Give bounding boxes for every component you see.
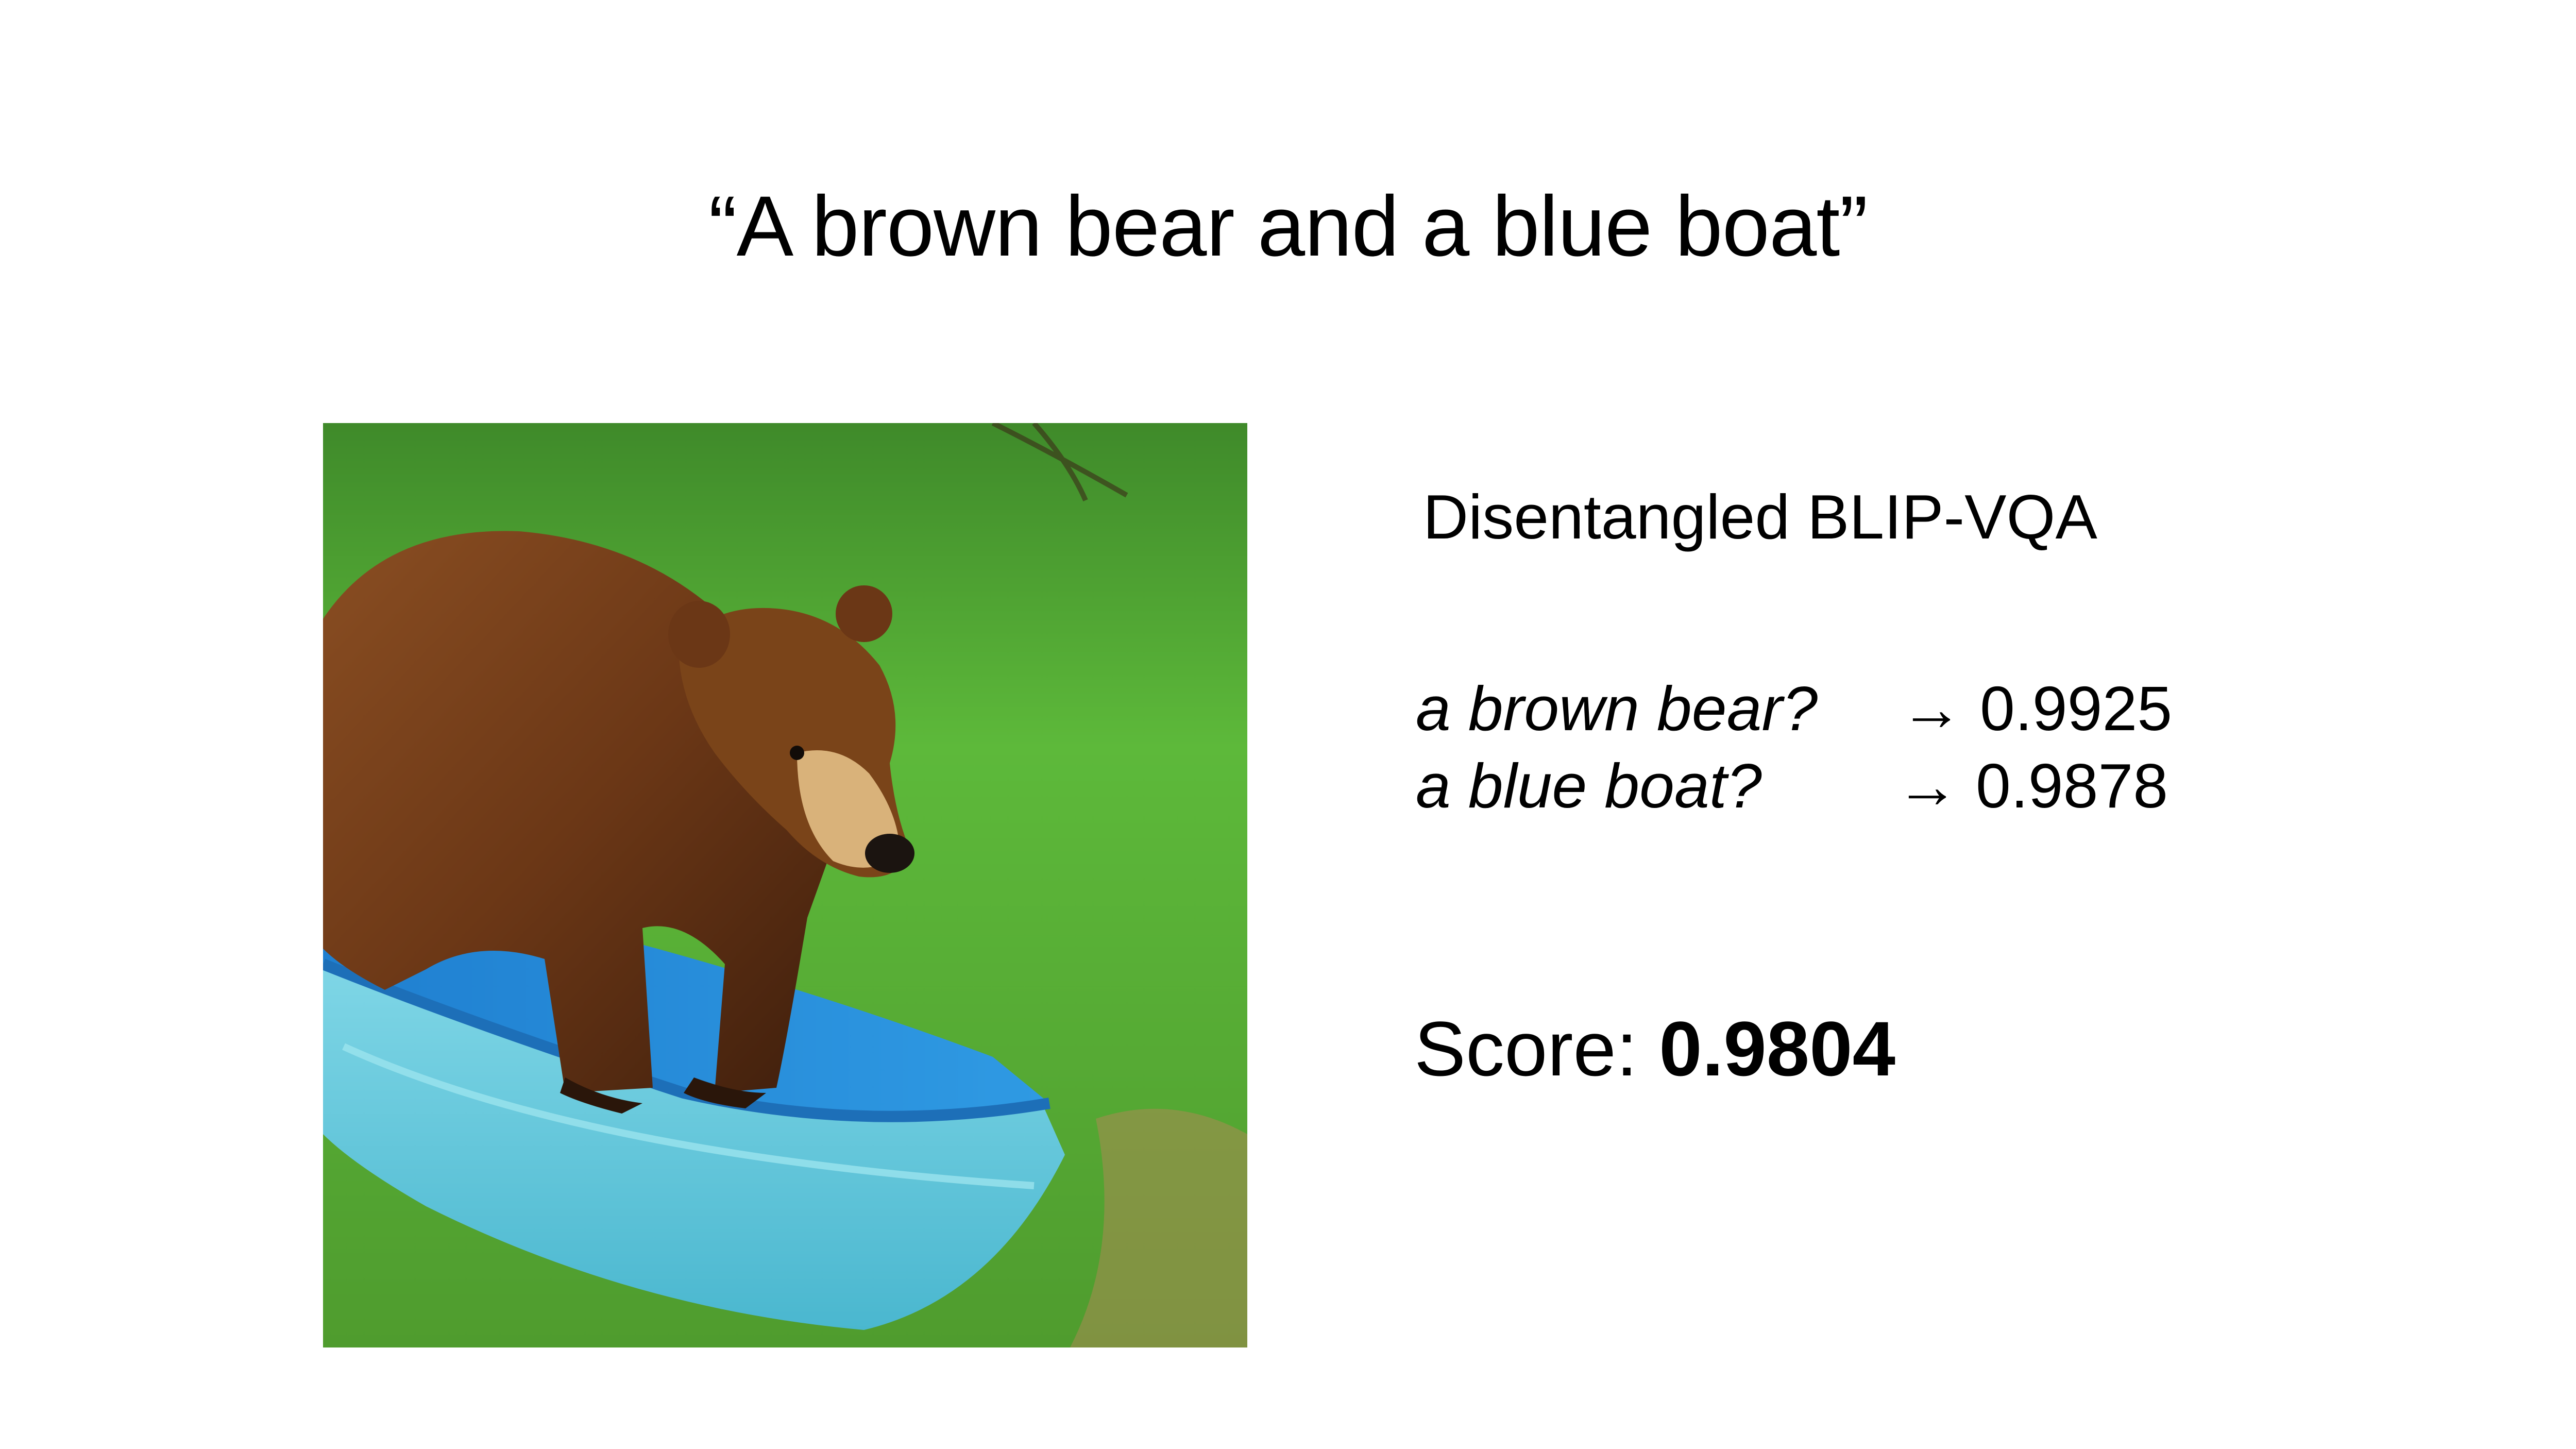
bear-nose <box>865 834 914 873</box>
final-score: Score: 0.9804 <box>1414 1002 1895 1095</box>
prompt-title: “A brown bear and a blue boat” <box>708 179 1868 274</box>
bear-paw-front <box>684 1077 766 1108</box>
tree-roots <box>991 423 1128 501</box>
dirt-patch <box>1070 1108 1247 1347</box>
bear-paw-back <box>560 1077 642 1114</box>
generated-image <box>323 423 1247 1347</box>
bear-ear-right <box>836 585 892 642</box>
boat-rim <box>323 958 1050 1122</box>
bear-ear-left <box>668 601 730 668</box>
answer-score: 0.9925 <box>1980 673 2173 744</box>
arrow-icon: → <box>1900 673 1963 744</box>
final-score-label: Score: <box>1414 1005 1659 1092</box>
final-score-value: 0.9804 <box>1659 1005 1895 1092</box>
question-text: a brown bear? <box>1416 673 1818 744</box>
arrow-icon: → <box>1896 751 1959 821</box>
method-title: Disentangled BLIP-VQA <box>1423 482 2097 552</box>
bear-eye <box>790 746 804 760</box>
question-text: a blue boat? <box>1416 751 1762 821</box>
boat-ridge <box>342 1043 1035 1189</box>
answer-score: 0.9878 <box>1976 751 2168 821</box>
